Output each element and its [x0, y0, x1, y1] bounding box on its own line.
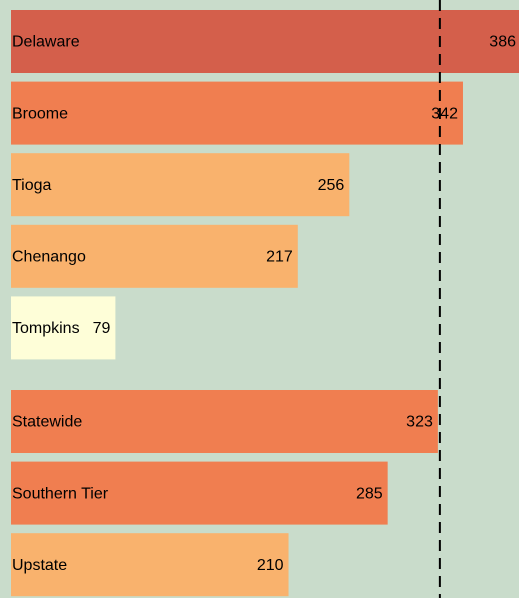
- value-label: 79: [93, 320, 111, 337]
- category-label: Statewide: [12, 414, 82, 431]
- category-label: Upstate: [12, 557, 67, 574]
- category-label: Delaware: [12, 34, 80, 51]
- bar: [11, 533, 289, 597]
- value-label: 217: [266, 249, 293, 266]
- bar: [11, 296, 116, 360]
- category-label: Broome: [12, 105, 68, 122]
- value-label: 256: [318, 177, 345, 194]
- category-label: Southern Tier: [12, 485, 109, 502]
- value-label: 285: [356, 485, 383, 502]
- category-label: Tompkins: [12, 320, 80, 337]
- value-label: 323: [406, 414, 433, 431]
- bar: [11, 10, 519, 73]
- bar: [11, 461, 388, 525]
- bar: [11, 153, 350, 217]
- bar: [11, 390, 438, 453]
- bar: [11, 224, 298, 288]
- bar: [11, 81, 463, 145]
- category-label: Chenango: [12, 249, 86, 266]
- value-label: 210: [257, 557, 284, 574]
- value-label: 386: [489, 34, 516, 51]
- category-label: Tioga: [12, 177, 52, 194]
- value-label: 342: [431, 105, 458, 122]
